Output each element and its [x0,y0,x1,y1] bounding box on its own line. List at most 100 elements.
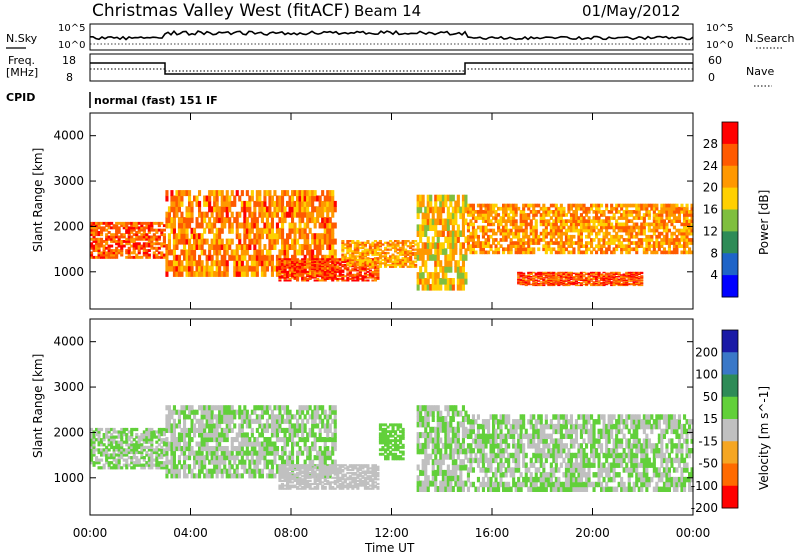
data-cell [225,270,229,277]
data-cell [165,437,169,443]
data-cell [394,250,398,253]
data-cell [612,272,616,275]
data-cell [605,272,609,275]
data-cell [384,241,388,244]
data-cell [127,251,131,255]
data-cell [311,261,315,263]
data-cell [371,276,375,279]
data-cell [579,250,583,255]
data-cell [258,249,262,256]
data-cell [245,260,249,267]
data-cell [333,423,337,429]
data-cell [439,284,443,291]
data-cell [607,241,611,245]
data-cell [519,282,523,284]
data-cell [574,213,578,217]
data-cell [404,240,408,243]
data-cell [605,231,609,236]
data-cell [278,470,282,473]
data-cell [183,265,187,272]
data-cell [90,461,94,465]
data-cell [579,228,583,233]
data-cell [288,409,292,415]
data-cell [602,234,606,239]
data-cell [557,280,561,282]
data-cell [165,244,169,250]
data-cell [635,222,639,227]
data-cell [368,276,372,279]
data-cell [308,211,312,218]
data-cell [582,283,586,286]
data-cell [225,423,229,429]
data-cell [348,275,352,278]
data-cell [270,423,274,429]
data-cell [275,195,279,202]
data-cell [615,234,619,239]
data-cell [622,275,626,277]
data-cell [537,284,541,287]
data-cell [112,233,116,237]
data-cell [172,222,176,229]
data-cell [338,272,342,275]
data-cell [434,194,438,202]
data-cell [188,441,192,447]
data-cell [602,277,606,280]
data-cell [273,450,277,456]
data-cell [670,203,674,208]
data-cell [595,280,599,282]
data-cell [389,248,393,251]
data-cell [399,253,403,256]
data-cell [517,206,521,211]
data-cell [142,445,146,449]
data-cell [617,244,621,248]
data-cell [595,271,599,274]
data-cell [441,194,445,202]
data-cell [303,270,307,273]
data-cell [605,274,609,276]
data-cell [286,200,290,207]
data-cell [351,273,355,276]
data-cell [429,206,433,214]
data-cell [215,405,219,411]
data-cell [250,441,254,447]
data-cell [353,275,357,278]
data-cell [293,262,297,265]
data-cell [293,276,297,279]
data-cell [185,227,189,234]
data-cell [112,463,116,467]
data-cell [240,464,244,470]
data-cell [544,213,548,217]
data-cell [152,433,156,437]
data-cell [361,278,365,280]
data-cell [225,195,229,202]
data-cell [333,276,337,279]
data-cell [632,281,636,283]
data-cell [203,432,207,438]
data-cell [577,216,581,220]
data-cell [514,247,518,252]
data-cell [620,247,624,252]
data-cell [283,258,287,261]
data-cell [140,448,144,452]
data-cell [265,459,269,465]
data-cell [376,275,380,278]
data-cell [288,263,292,266]
data-cell [132,233,136,237]
data-cell [519,271,523,274]
data-cell [464,272,468,279]
data-cell [582,278,586,281]
data-cell [569,225,573,230]
data-cell [562,279,566,281]
data-cell [539,206,543,211]
data-cell [235,227,239,234]
data-cell [559,283,563,286]
data-cell [125,237,129,241]
data-cell [635,276,639,279]
data-cell [446,218,450,226]
data-cell [554,225,558,230]
data-cell [409,262,413,265]
data-cell [90,253,94,257]
data-cell [564,276,568,279]
data-cell [286,276,290,279]
data-cell [278,262,282,265]
